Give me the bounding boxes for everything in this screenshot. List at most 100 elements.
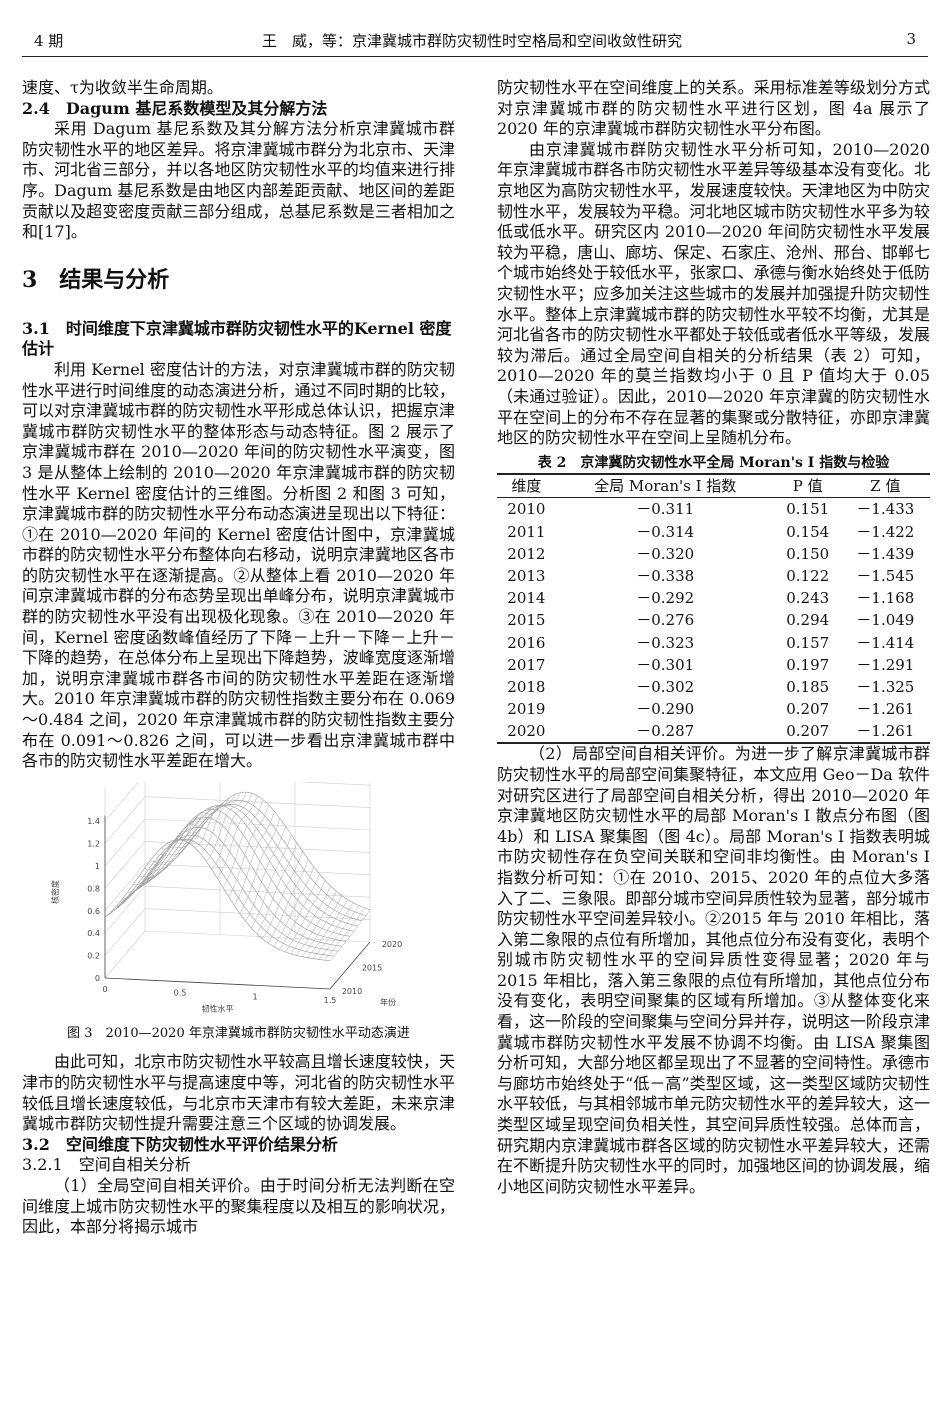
table-cell: 2012: [507, 544, 546, 563]
table-row: 2011 －0.314 0.154 －1.422: [497, 520, 930, 542]
kernel-density-3d-plot: 0 0.2 0.4 0.6 0.8 1 1.2 1.4 0 0.5 1 1.5 2010 2015 2020…: [50, 740, 402, 1013]
z-axis-label: 核密度: [50, 880, 60, 904]
running-title: 王 威，等：京津冀城市群防灾韧性时空格局和空间收敛性研究: [262, 32, 683, 50]
section-3-1-paragraph: 利用 Kernel 密度估计的方法，对京津冀城市群的防灾韧性水平进行时间维度的动…: [22, 359, 455, 771]
surface-mesh-line: [307, 899, 348, 958]
grid-line: [104, 796, 146, 844]
table-cell: 0.122: [786, 566, 830, 585]
surface-mesh-line: [194, 794, 236, 848]
grid-line: [144, 908, 371, 920]
left-column: 速度、τ为收敛半生命周期。 2.4 Dagum 基尼系数模型及其分解方法 采用 …: [22, 78, 455, 1238]
table-cell: －1.291: [856, 655, 915, 674]
table-cell: 0.207: [786, 700, 830, 719]
surface-mesh-line: [138, 854, 179, 878]
grid-line: [104, 863, 146, 911]
table-cell: －0.311: [636, 500, 695, 519]
year-tick-label: 2015: [362, 963, 382, 972]
header-rule: [22, 56, 928, 57]
table-cell: 2018: [507, 677, 546, 696]
table-cell: 2013: [507, 566, 546, 585]
table-cell: 0.243: [786, 589, 830, 608]
z-tick-label: 0.8: [87, 884, 100, 893]
surface-mesh-line: [324, 907, 365, 961]
section-2-4-heading: 2.4 Dagum 基尼系数模型及其分解方法: [22, 98, 328, 118]
table-cell: 2020: [497, 720, 556, 745]
x-axis-label: 韧性水平: [202, 1003, 234, 1013]
grid-line: [144, 930, 371, 943]
z-tick-label: 0.6: [87, 907, 100, 916]
year-tick-label: 2020: [382, 940, 402, 949]
section-3-2-heading: 3.2 空间维度下防灾韧性水平评价结果分析: [22, 1134, 338, 1154]
surface-mesh-line: [121, 870, 163, 900]
col-header: 全局 Moran's I 指数: [555, 473, 775, 499]
table-row: 2013 －0.338 0.122 －1.545: [497, 565, 930, 587]
z-tick-label: 1.2: [87, 839, 100, 848]
surface-mesh-line: [110, 877, 151, 913]
page-number: 3: [906, 30, 916, 48]
surface-mesh-line: [200, 792, 241, 854]
surface-mesh-line: [116, 826, 343, 947]
surface-mesh-line: [222, 799, 264, 888]
surface-mesh-line: [211, 792, 253, 870]
table-cell: －1.433: [856, 500, 915, 519]
grid-line: [104, 908, 146, 956]
table-cell: －0.287: [555, 720, 775, 745]
col-header: Z 值: [840, 473, 930, 499]
surface-mesh-line: [234, 811, 275, 906]
table-row: 2017 －0.301 0.197 －1.291: [497, 654, 930, 676]
surface-mesh-line: [133, 860, 174, 885]
table-cell: －1.168: [856, 589, 915, 608]
after-figure-paragraph: 由此可知，北京市防灾韧性水平较高且增长速度较快，天津市的防灾韧性水平与提高速度中…: [22, 1052, 455, 1134]
table-cell: －0.301: [636, 655, 695, 674]
grid-line: [104, 930, 146, 979]
table-cell: 2017: [507, 655, 546, 674]
table-cell: －1.545: [856, 566, 915, 585]
year-tick-label: 2010: [342, 987, 362, 996]
z-tick-label: 0.2: [87, 951, 100, 960]
surface-mesh-line: [189, 797, 230, 844]
grid-line: [144, 773, 371, 786]
section-2-4-paragraph: 采用 Dagum 基尼系数及其分解方法分析京津冀城市群防灾韧性水平的地区差异。将…: [22, 119, 455, 242]
x-axis: [104, 977, 331, 990]
analysis-paragraph: 由京津冀城市群防灾韧性水平分析可知，2010—2020 年京津冀城市群各市防灾韧…: [497, 139, 930, 448]
right-column: 防灾韧性水平在空间维度上的关系。采用标准差等级划分方式对京津冀城市群的防灾韧性水…: [497, 78, 930, 1197]
surface-mesh-line: [149, 841, 191, 863]
year-axis: [329, 941, 371, 990]
table-cell: －1.325: [856, 677, 915, 696]
table-cell: 2010: [507, 500, 546, 519]
surface-mesh-line: [166, 820, 208, 845]
section-3-2-1-paragraph: （1）全局空间自相关评价。由于时间分析无法判断在空间维度上城市防灾韧性水平的聚集…: [22, 1175, 455, 1237]
surface-mesh-line: [144, 848, 185, 870]
table-row: 2019 －0.290 0.207 －1.261: [497, 698, 930, 720]
section-3-heading: 3 结果与分析: [22, 266, 170, 293]
surface-mesh-line: [273, 866, 315, 947]
surface-mesh-line: [239, 818, 281, 914]
table-row: 2018 －0.302 0.185 －1.325: [497, 676, 930, 698]
table-2-caption: 表 2 京津冀防灾韧性水平全局 Moran's I 指数与检验: [537, 454, 890, 471]
surface-mesh-line: [178, 807, 219, 840]
table-cell: －1.049: [856, 611, 915, 630]
table-cell: －1.439: [856, 544, 915, 563]
table-cell: －1.261: [856, 700, 915, 719]
figure-3-caption: 图 3 2010—2020 年京津冀城市群防灾韧性水平动态演进: [67, 1025, 410, 1041]
table-cell: 0.207: [774, 720, 841, 745]
z-tick-label: 0.4: [87, 929, 100, 938]
surface-mesh-line: [228, 804, 270, 897]
intro-line: 速度、τ为收敛半生命周期。: [22, 78, 223, 97]
surface-mesh-line: [267, 858, 309, 944]
surface-mesh-line: [140, 799, 367, 916]
z-tick-label: 1: [95, 862, 100, 871]
x-tick-label: 1.5: [324, 996, 337, 1005]
issue-number: 4 期: [34, 32, 64, 50]
surface-mesh-line: [172, 813, 213, 842]
surface-mesh-line: [296, 890, 337, 956]
table-cell: 0.197: [786, 655, 830, 674]
x-tick-label: 0: [102, 985, 107, 994]
grid-line: [144, 818, 371, 831]
table-2: 表 2 京津冀防灾韧性水平全局 Moran's I 指数与检验 维度 全局 Mo…: [497, 449, 930, 745]
table-cell: 0.157: [786, 633, 830, 652]
surface-mesh-line: [301, 895, 343, 957]
table-cell: －1.414: [856, 633, 915, 652]
surface-mesh-line: [290, 885, 331, 954]
grid-line: [104, 773, 146, 822]
